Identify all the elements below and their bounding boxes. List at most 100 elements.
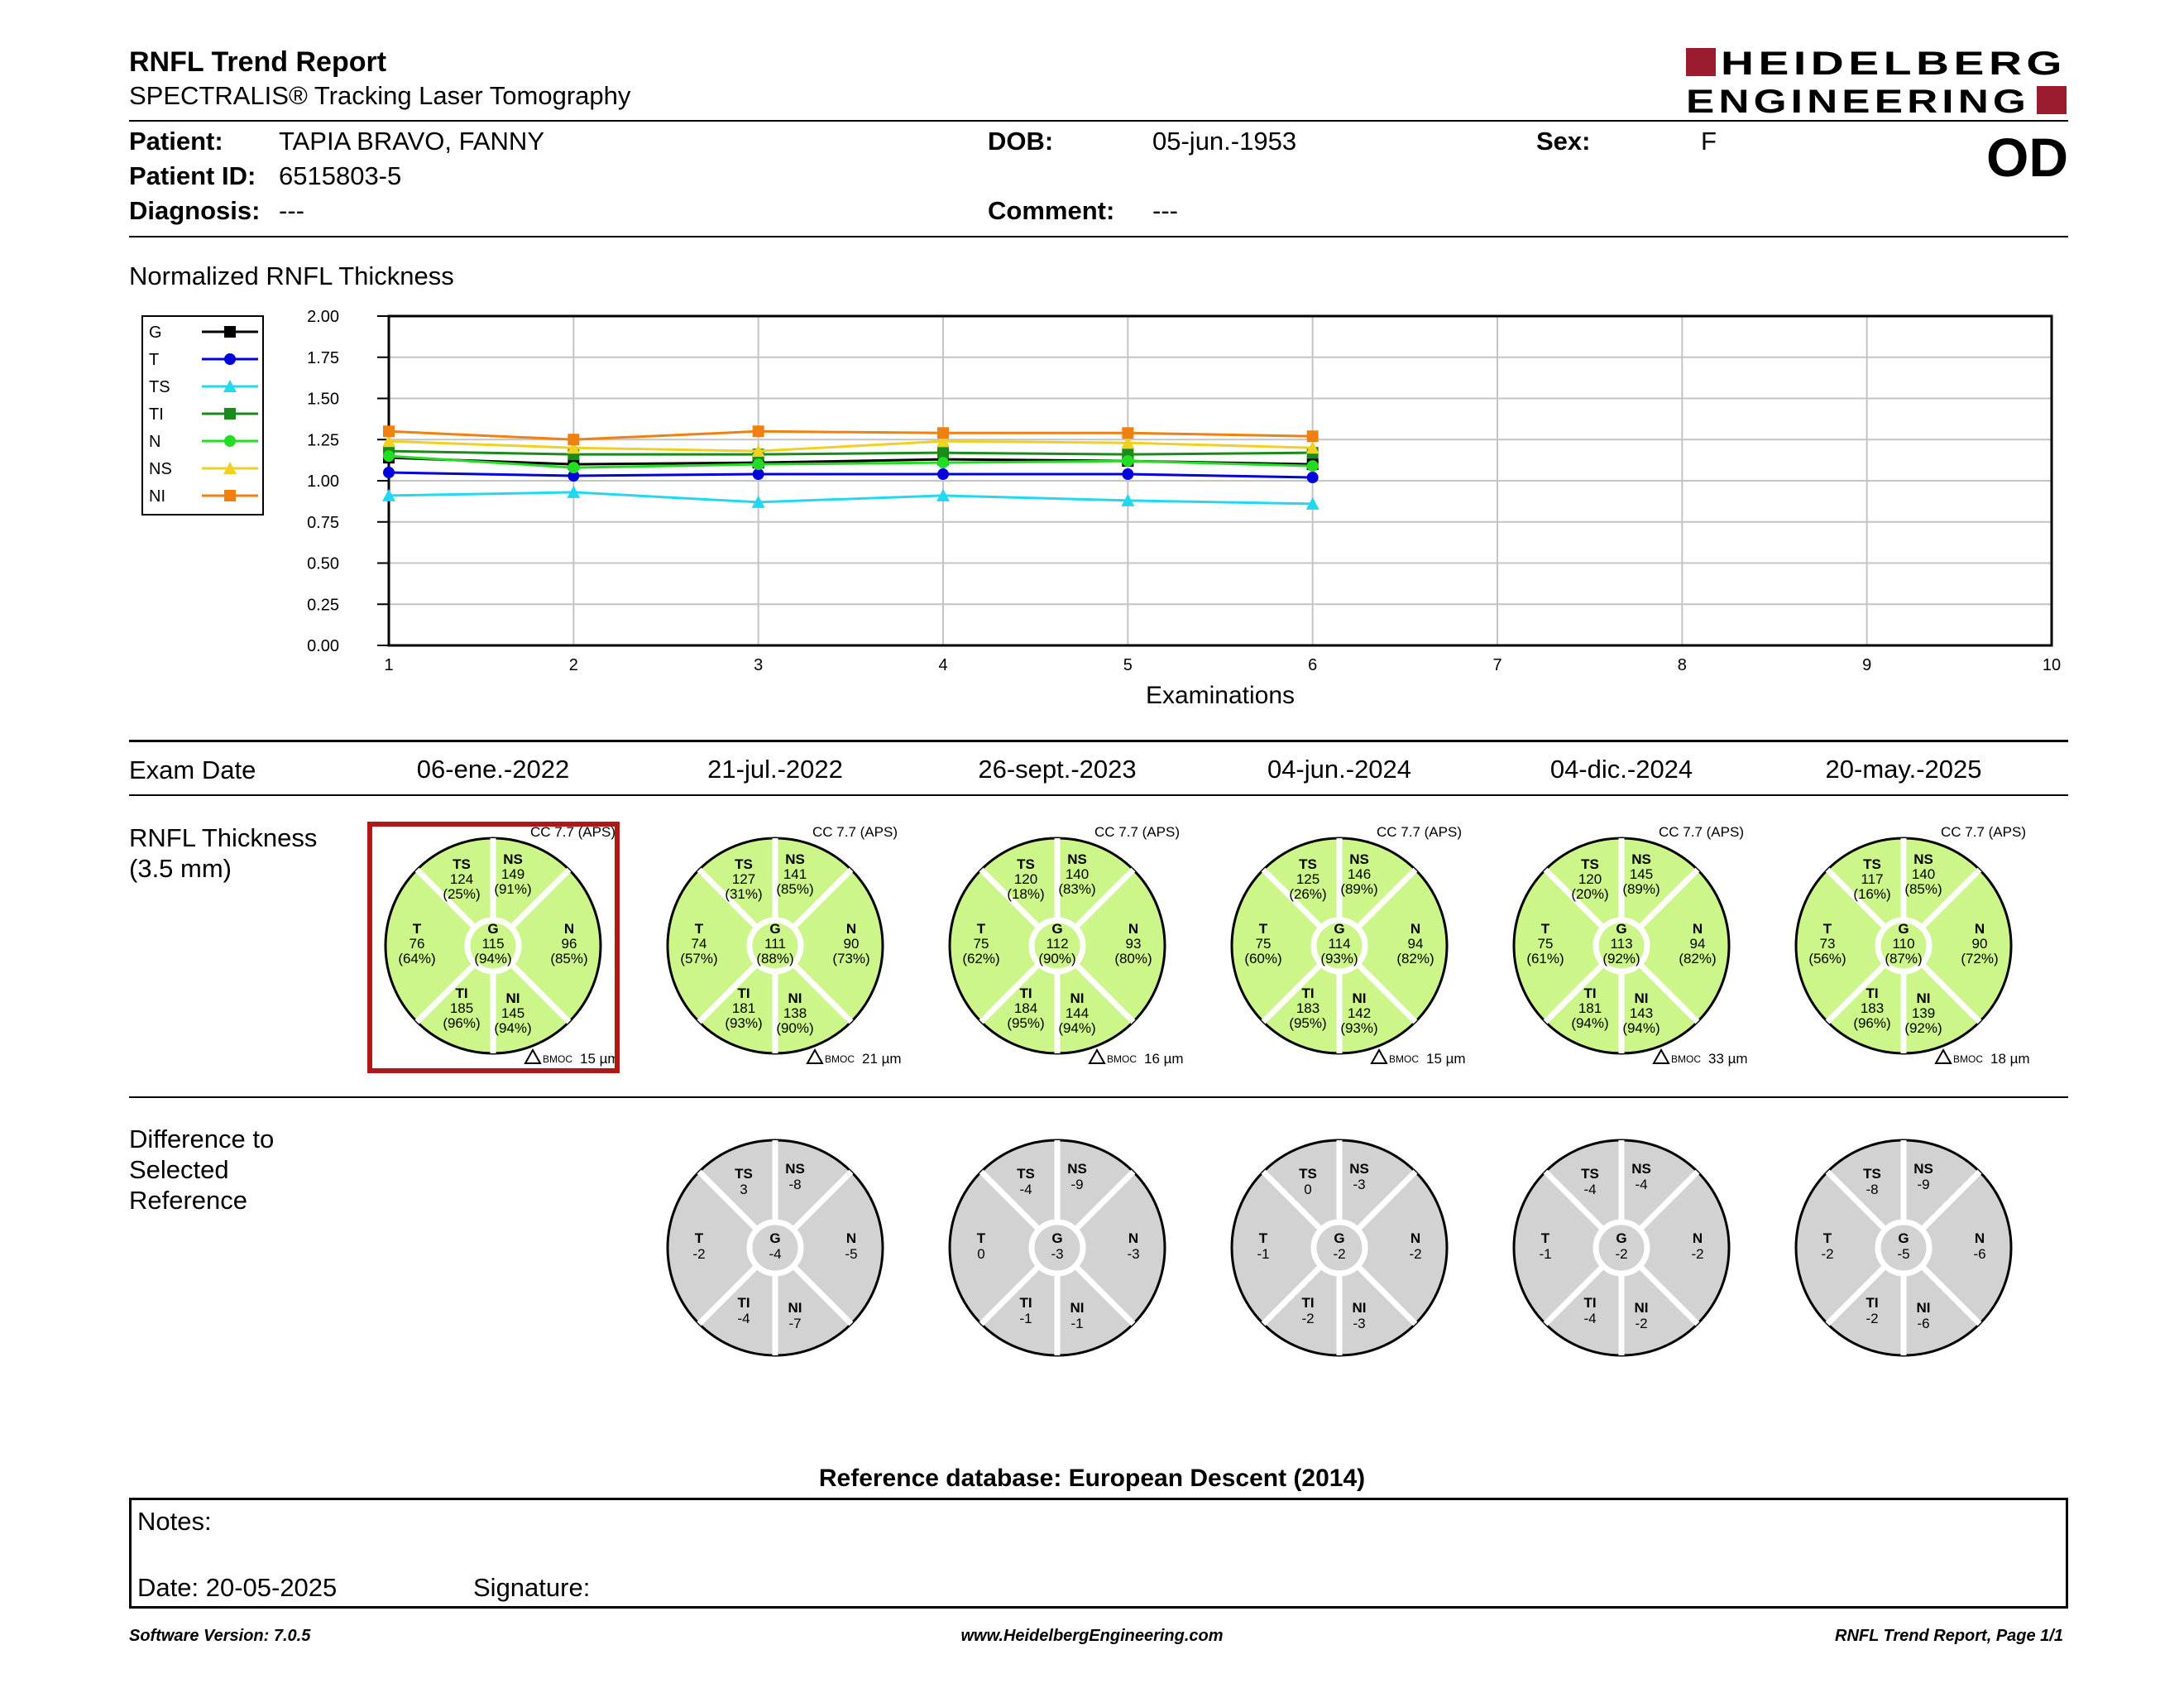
rnfl-thickness-label: RNFL Thickness (3.5 mm): [129, 822, 317, 884]
sector-value-ns: 146: [1348, 866, 1371, 882]
sector-percent-g: (93%): [1320, 951, 1358, 966]
diff-sector-name-ti: TI: [1019, 1295, 1032, 1311]
sector-percent-ts: (16%): [1853, 886, 1890, 902]
bmoc-label: BMOC: [825, 1053, 855, 1065]
exam-date-6: 20-may.-2025: [1825, 755, 1982, 784]
sector-value-ni: 139: [1912, 1005, 1935, 1021]
diff-sector-value-n: -6: [1973, 1246, 1985, 1262]
data-point-ts: [936, 488, 950, 501]
sector-value-g: 111: [764, 936, 786, 952]
sector-name-ti: TI: [1019, 985, 1032, 1001]
plot-frame: [387, 314, 2053, 647]
trend-chart: 1 2 3 4 5 6 7 8 9 10 0.00 0.25 0.50 0.75 1.00 1.25 1.50 1…: [0, 0, 2184, 712]
sector-value-g: 110: [1892, 936, 1914, 952]
sector-divider: [1071, 867, 1136, 932]
sector-percent-g: (87%): [1885, 951, 1922, 966]
sector-percent-ni: (94%): [1058, 1020, 1095, 1036]
diff-sector-name-ts: TS: [1863, 1166, 1881, 1182]
exam-date-2: 21-jul.-2022: [707, 755, 843, 784]
sector-percent-ti: (95%): [1289, 1015, 1326, 1031]
diff-sector-value-t: -1: [1257, 1246, 1269, 1262]
sector-divider: [1353, 1169, 1418, 1234]
sector-divider: [507, 867, 572, 932]
sector-name-ts: TS: [1299, 856, 1317, 872]
sector-value-n: 96: [562, 936, 577, 952]
y-tick-label: 0.25: [307, 596, 339, 614]
diff-sector-name-ti: TI: [1866, 1295, 1878, 1311]
sector-percent-t: (62%): [962, 951, 999, 966]
diff-sector-value-ts: 3: [740, 1182, 747, 1197]
sector-divider: [697, 867, 761, 932]
diff-sector-name-g: G: [1051, 1230, 1062, 1246]
sector-name-n: N: [1410, 921, 1420, 937]
exam-date-label: Exam Date: [129, 755, 256, 784]
sector-value-ns: 145: [1630, 866, 1653, 882]
selected-reference-frame: [367, 822, 620, 1073]
diff-sector-value-ns: -4: [1635, 1177, 1647, 1192]
sector-divider: [1543, 1169, 1607, 1234]
diff-sector-name-ts: TS: [1299, 1166, 1317, 1182]
logo-square-top: [1686, 48, 1716, 76]
data-point-n: [937, 457, 949, 469]
diff-sector-name-ni: NI: [1917, 1300, 1931, 1316]
sector-divider: [1636, 1262, 1700, 1326]
website-link[interactable]: www.HeidelbergEngineering.com: [960, 1627, 1224, 1645]
diff-sector-name-t: T: [1823, 1230, 1832, 1246]
sector-value-t: 75: [974, 936, 989, 952]
diff-sector-name-n: N: [1693, 1230, 1703, 1246]
sector-value-g: 114: [1328, 936, 1350, 952]
legend-label-ns: NS: [149, 460, 172, 478]
page-number: RNFL Trend Report, Page 1/1: [1835, 1627, 2063, 1645]
x-tick-label: 4: [938, 656, 947, 674]
sector-name-ts: TS: [1017, 856, 1035, 872]
diff-sector-value-t: -2: [1821, 1246, 1833, 1262]
circle-plots-svg: TS124(25%)NS149(91%)T76(64%)N96(85%)TI18…: [367, 822, 2030, 1357]
diff-sector-name-ti: TI: [1301, 1295, 1314, 1311]
diff-sector-name-t: T: [977, 1230, 986, 1246]
sector-name-t: T: [1541, 921, 1550, 937]
cc-label: CC 7.7 (APS): [530, 824, 615, 840]
sector-percent-ti: (96%): [1853, 1015, 1890, 1031]
data-point-ns: [1305, 441, 1320, 454]
diff-sector-value-ns: -9: [1070, 1177, 1083, 1192]
bmoc-value: 15 µm: [1426, 1051, 1466, 1067]
sector-percent-t: (60%): [1244, 951, 1281, 966]
sector-name-ti: TI: [1583, 985, 1596, 1001]
sector-divider: [1261, 867, 1325, 932]
data-point-n: [752, 458, 764, 471]
bmoc-value: 18 µm: [1990, 1051, 2030, 1067]
legend-box: [141, 315, 264, 516]
sector-name-ni: NI: [506, 990, 520, 1006]
data-point-ni: [1306, 430, 1319, 443]
exam-date-5: 04-dic.-2024: [1549, 755, 1693, 784]
series-line-ni: [388, 429, 1313, 441]
diff-sector-name-g: G: [769, 1230, 780, 1246]
diff-label-line2: Selected: [129, 1155, 229, 1184]
sector-value-ti: 185: [450, 1000, 473, 1016]
legend-marker-shape: [224, 435, 236, 447]
legend-marker-ns: [223, 462, 237, 474]
legend-marker-shape: [223, 380, 237, 392]
diff-sector-name-ns: NS: [1913, 1161, 1933, 1177]
legend-label-n: N: [149, 433, 160, 451]
data-point-ns: [936, 434, 950, 448]
logo-text-bottom: ENGINEERING: [1686, 84, 2030, 119]
chart-section-title: Normalized RNFL Thickness: [129, 261, 454, 290]
notes-box: Notes: Date: 20-05-2025 Signature:: [129, 1498, 2068, 1609]
global-ring: [1310, 917, 1368, 975]
sector-percent-ni: (94%): [494, 1020, 531, 1036]
global-ring: [1310, 1219, 1368, 1277]
patient-id-label: Patient ID:: [129, 161, 256, 190]
exam-date-1: 06-ene.-2022: [416, 755, 570, 784]
diff-circle-5: TS-4NS-4T-1N-2TI-4NI-2G-2: [1512, 1139, 1731, 1357]
legend-marker-shape: [224, 353, 236, 365]
comment-label: Comment:: [988, 196, 1115, 225]
sector-name-ts: TS: [735, 856, 753, 872]
sector-divider: [979, 1169, 1043, 1234]
sector-divider: [1825, 960, 1889, 1024]
sector-percent-t: (57%): [680, 951, 717, 966]
legend-marker-shape: [223, 462, 237, 474]
x-tick-label: 3: [754, 656, 763, 674]
cc-label: CC 7.7 (APS): [1094, 824, 1180, 840]
